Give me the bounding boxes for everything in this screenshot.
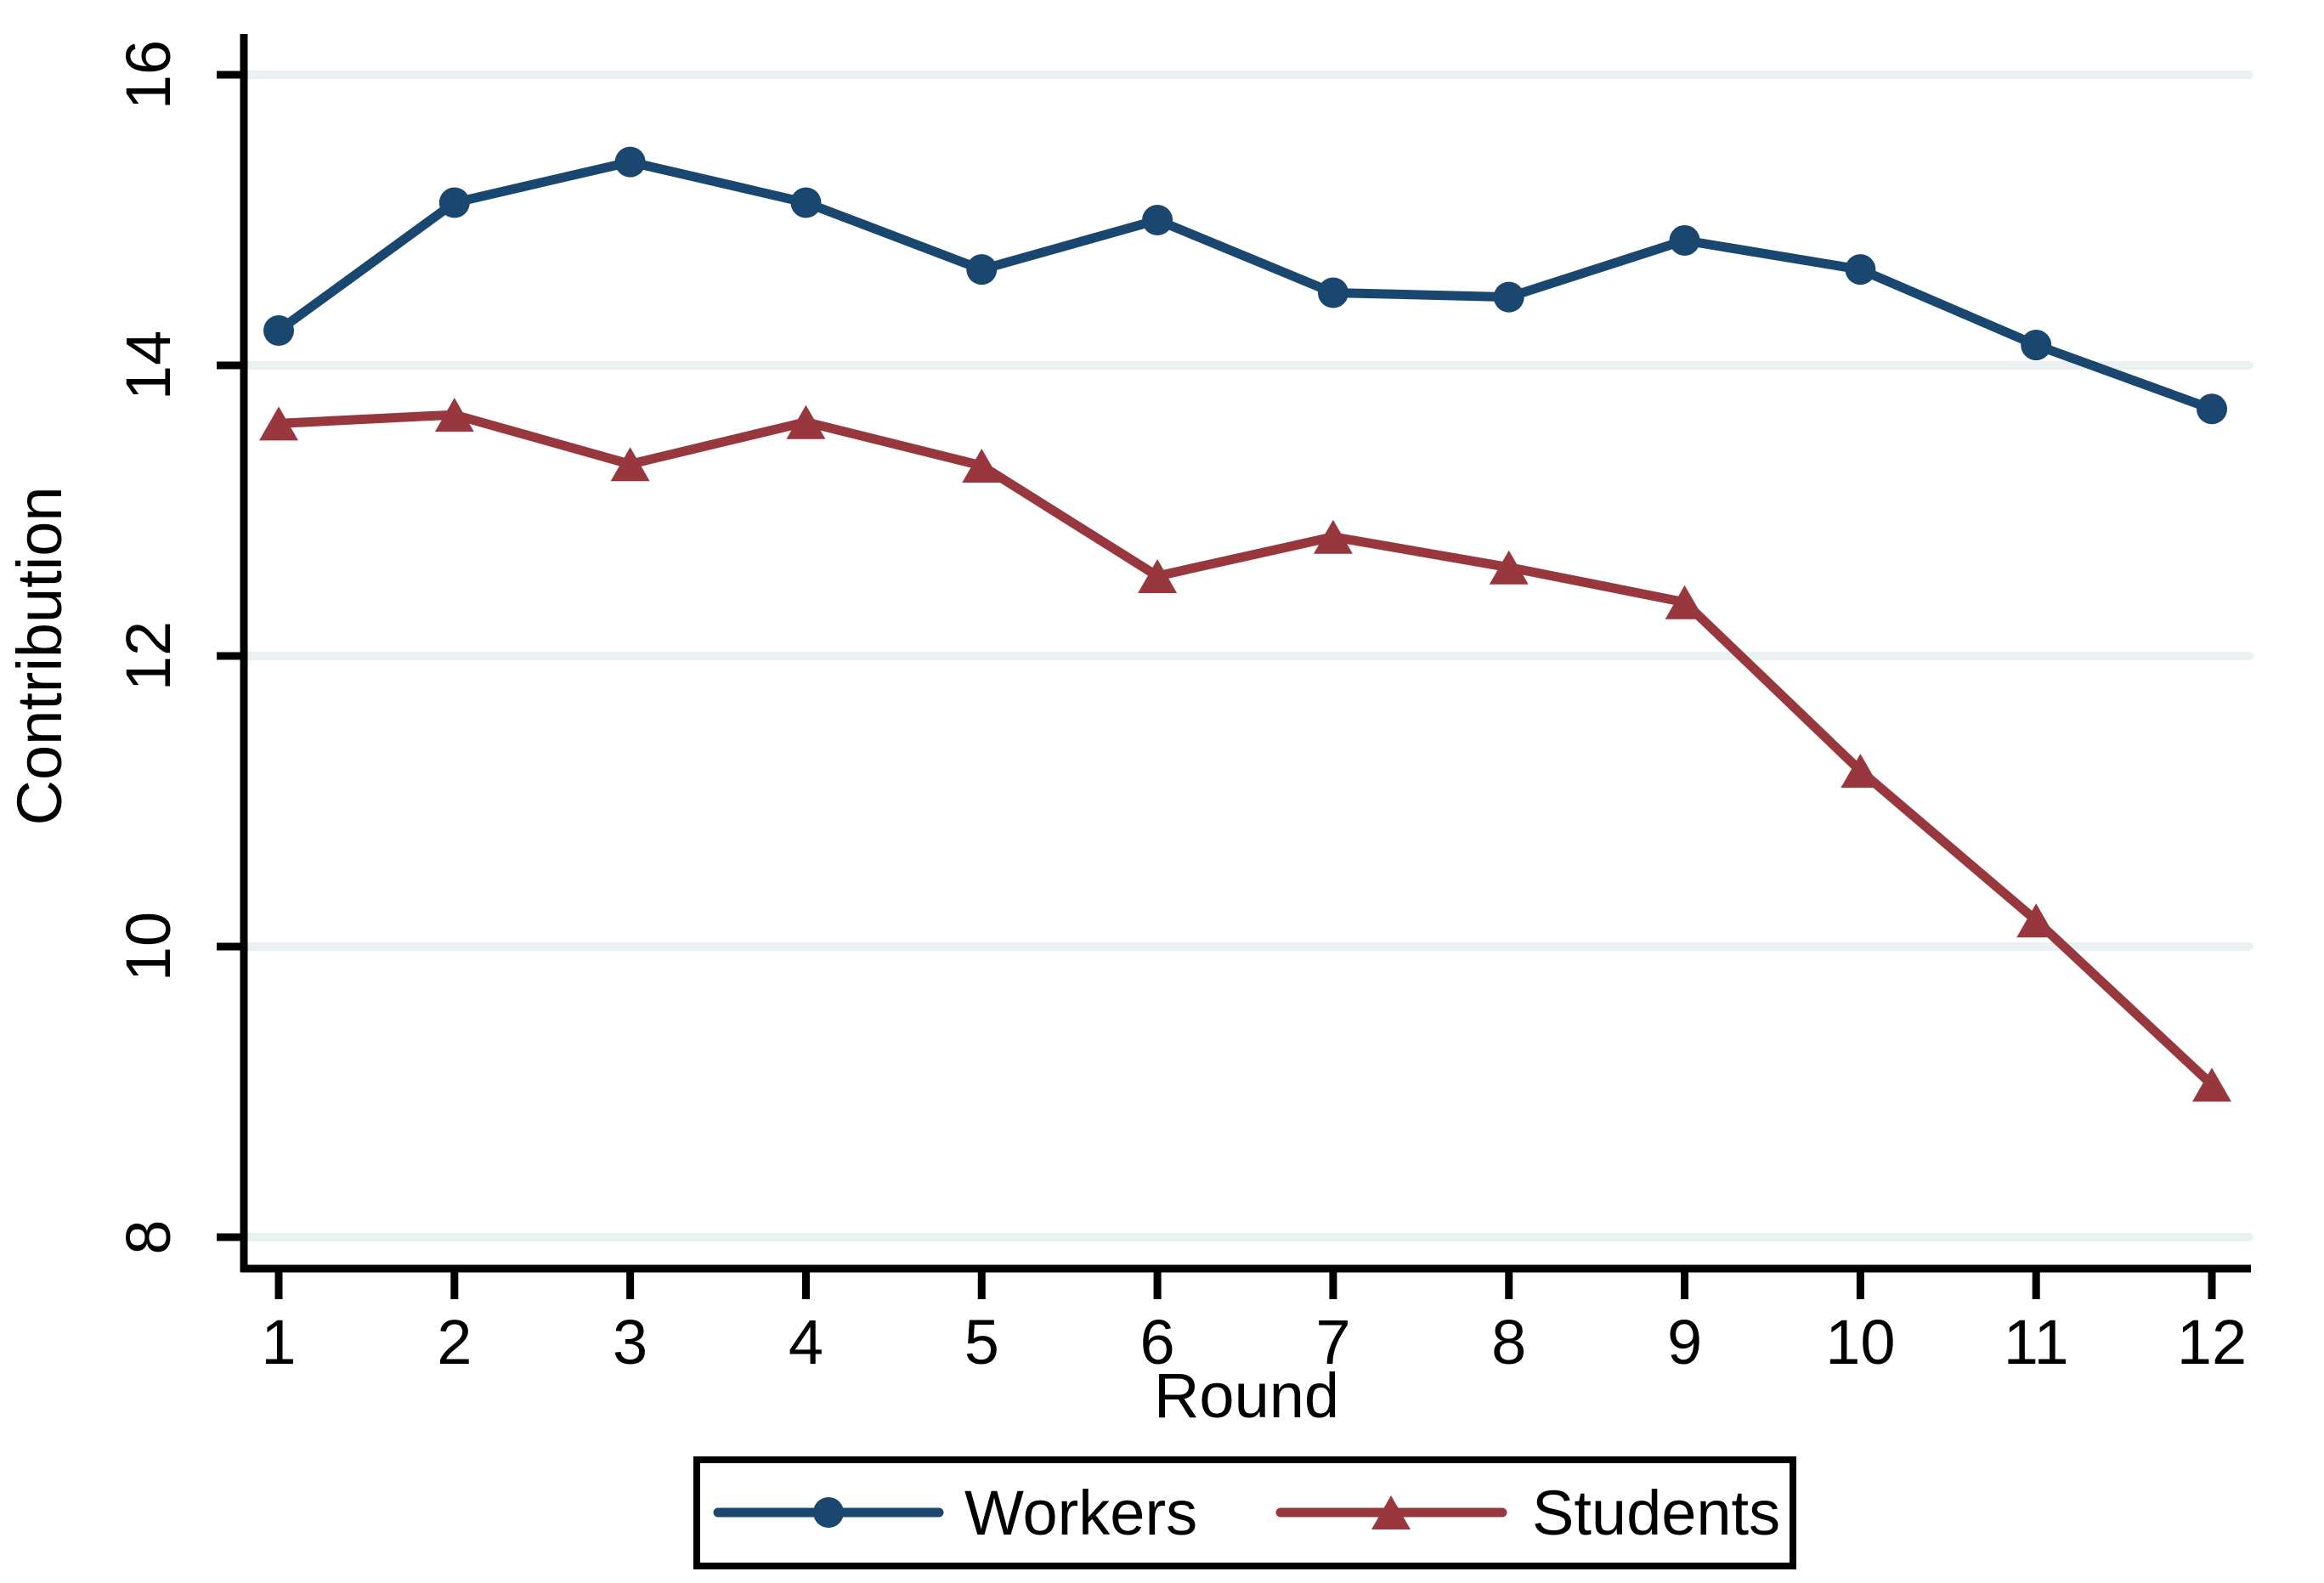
series-line-students — [274, 410, 2217, 1089]
gridlines — [243, 71, 2253, 1241]
y-tick-label: 10 — [113, 912, 184, 981]
x-tick-label: 12 — [2177, 1307, 2247, 1377]
y-tick-label: 8 — [113, 1219, 184, 1254]
x-tick-labels: 1 2 3 4 5 6 7 8 9 10 11 12 — [261, 1307, 2247, 1377]
legend-workers-marker — [813, 1497, 844, 1528]
legend-label-students: Students — [1532, 1478, 1780, 1548]
legend-students-marker — [1371, 1495, 1411, 1529]
x-tick-label: 11 — [2004, 1307, 2069, 1377]
y-tick-label: 16 — [113, 40, 184, 110]
worker-point — [1669, 224, 1700, 256]
student-point — [1489, 550, 1529, 585]
student-point — [259, 406, 298, 441]
student-point — [962, 448, 1002, 483]
x-tick-label: 8 — [1491, 1307, 1526, 1377]
x-ticks — [274, 1272, 2216, 1299]
y-tick-label: 12 — [113, 621, 184, 691]
y-tick-label: 14 — [113, 331, 184, 400]
worker-point — [1142, 205, 1173, 235]
worker-point — [2021, 330, 2052, 361]
x-axis-title: Round — [1154, 1360, 1339, 1431]
worker-point — [1845, 254, 1876, 286]
student-point — [1665, 585, 1705, 619]
worker-point — [438, 187, 470, 218]
worker-point — [614, 146, 646, 178]
legend: Workers Students — [693, 1456, 1796, 1569]
legend-students-sample — [1275, 1495, 1507, 1529]
x-tick-label: 4 — [789, 1307, 823, 1377]
worker-point — [263, 314, 294, 346]
worker-point — [2197, 393, 2228, 425]
student-point — [1313, 519, 1353, 554]
worker-point — [1317, 277, 1349, 308]
x-tick-label: 1 — [261, 1307, 296, 1377]
student-point — [2016, 903, 2056, 938]
legend-workers-sample — [713, 1497, 944, 1528]
y-axis-title: Contribution — [4, 486, 75, 825]
student-point — [434, 398, 474, 432]
student-point — [1841, 754, 1880, 789]
student-point — [1138, 558, 1178, 593]
student-point — [786, 404, 826, 439]
x-tick-label: 7 — [1315, 1307, 1350, 1377]
worker-point — [966, 254, 998, 286]
student-point — [2192, 1067, 2232, 1102]
x-tick-label: 5 — [964, 1307, 999, 1377]
worker-point — [1493, 281, 1524, 313]
x-tick-label: 6 — [1140, 1307, 1175, 1377]
student-point — [610, 447, 650, 482]
series-line-workers — [274, 157, 2217, 414]
legend-label-workers: Workers — [964, 1478, 1197, 1548]
x-tick-label: 3 — [613, 1307, 647, 1377]
x-tick-label: 2 — [437, 1307, 472, 1377]
series-workers — [263, 146, 2228, 425]
x-tick-label: 9 — [1667, 1307, 1702, 1377]
y-tick-labels: 8 10 12 14 16 — [113, 40, 184, 1255]
worker-point — [790, 187, 822, 218]
x-tick-label: 10 — [1825, 1307, 1895, 1377]
data-series — [259, 146, 2232, 1102]
y-ticks — [217, 71, 244, 1241]
series-students — [259, 398, 2232, 1102]
